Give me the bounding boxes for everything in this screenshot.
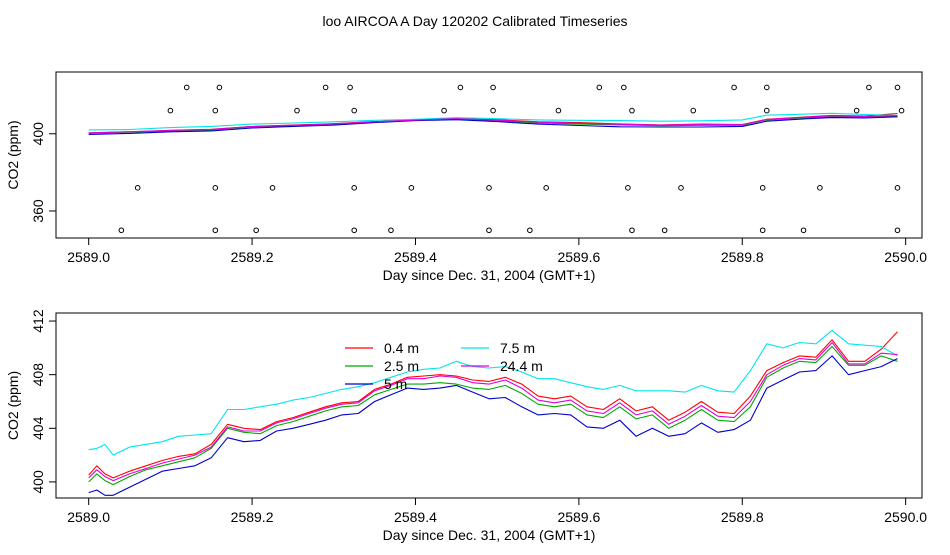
series-line-7-5-m <box>88 329 898 456</box>
y-axis-label: CO2 (ppm) <box>5 120 21 189</box>
x-tick-label: 2589.8 <box>721 509 764 525</box>
series-line-24-4-m <box>88 115 898 134</box>
x-tick-label: 2589.0 <box>67 249 110 265</box>
data-point <box>894 227 901 234</box>
data-point <box>212 185 219 191</box>
data-point <box>269 185 276 191</box>
data-point <box>183 84 190 91</box>
data-point <box>167 107 174 114</box>
data-point <box>763 84 770 91</box>
y-tick-label: 404 <box>30 416 46 440</box>
data-point <box>555 107 562 114</box>
legend-label: 0.4 m <box>384 340 419 356</box>
y-tick-label: 400 <box>30 470 46 494</box>
series-line-24-4-m <box>88 341 898 482</box>
data-point <box>351 185 357 191</box>
data-point <box>690 107 697 114</box>
data-point <box>118 227 125 234</box>
data-point <box>817 185 823 191</box>
bottom-panel: 2589.0 2589.2 2589.4 2589.6 2589.8 2590.0 Day … <box>5 309 927 543</box>
data-point <box>759 227 766 234</box>
x-tick-label: 2590.0 <box>884 249 927 265</box>
legend-label: 7.5 m <box>500 340 535 356</box>
data-point <box>490 84 496 91</box>
data-point <box>759 185 766 191</box>
figure-title: loo AIRCOA A Day 120202 Calibrated Times… <box>322 13 627 29</box>
series-line-5-m <box>88 355 898 496</box>
data-point <box>661 227 668 234</box>
x-axis-label: Day since Dec. 31, 2004 (GMT+1) <box>383 527 596 543</box>
series-line-0-4-m <box>88 331 898 479</box>
data-point <box>486 185 492 191</box>
data-point <box>894 185 901 191</box>
data-point <box>894 84 901 91</box>
series-line-7-5-m <box>88 112 898 131</box>
data-point <box>853 107 860 114</box>
data-point <box>351 107 357 114</box>
data-point <box>347 84 353 91</box>
x-tick-label: 2590.0 <box>884 509 927 525</box>
x-tick-label: 2589.6 <box>557 509 600 525</box>
data-point <box>457 84 464 91</box>
top-panel: 2589.0 2589.2 2589.4 2589.6 2589.8 2590.0 Day … <box>5 71 927 283</box>
data-point <box>621 84 627 91</box>
data-point <box>441 107 447 114</box>
plot-frame <box>55 71 923 239</box>
y-tick-label: 400 <box>30 122 46 146</box>
legend-label: 2.5 m <box>384 358 419 374</box>
data-point <box>543 185 549 191</box>
data-point <box>216 84 223 91</box>
data-point <box>388 227 394 234</box>
data-point <box>351 227 357 234</box>
legend-label: 5 m <box>384 376 407 392</box>
plot-frame <box>55 312 923 499</box>
data-point <box>294 107 300 114</box>
data-point <box>134 185 141 191</box>
data-point <box>763 107 770 114</box>
data-point <box>800 227 807 234</box>
data-point <box>731 84 737 91</box>
data-point <box>527 227 533 234</box>
legend: 0.4 m 2.5 m 5 m 7.5 m 24.4 m <box>345 340 543 392</box>
data-point <box>408 185 415 191</box>
y-axis-label: CO2 (ppm) <box>5 371 21 440</box>
x-tick-label: 2589.6 <box>557 249 600 265</box>
data-point <box>486 227 492 234</box>
data-point <box>898 107 905 114</box>
data-point <box>490 107 496 114</box>
legend-label: 24.4 m <box>500 358 543 374</box>
data-point <box>625 185 631 191</box>
data-point <box>678 185 684 191</box>
data-point <box>866 84 872 91</box>
x-tick-label: 2589.2 <box>231 509 274 525</box>
y-tick-label: 408 <box>30 363 46 387</box>
y-tick-label: 412 <box>30 309 46 333</box>
x-tick-label: 2589.4 <box>394 249 437 265</box>
x-tick-label: 2589.8 <box>721 249 764 265</box>
data-point <box>629 107 635 114</box>
data-point <box>322 84 329 91</box>
x-tick-label: 2589.0 <box>67 509 110 525</box>
data-point <box>253 227 259 234</box>
data-point <box>629 227 635 234</box>
y-tick-label: 360 <box>30 199 46 223</box>
x-axis-label: Day since Dec. 31, 2004 (GMT+1) <box>383 267 596 283</box>
series-line-2-5-m <box>88 345 898 486</box>
x-tick-label: 2589.4 <box>394 509 437 525</box>
data-point <box>212 227 219 234</box>
series-line-5-m <box>88 116 898 136</box>
x-tick-label: 2589.2 <box>231 249 274 265</box>
data-point <box>212 107 219 114</box>
data-point <box>596 84 603 91</box>
